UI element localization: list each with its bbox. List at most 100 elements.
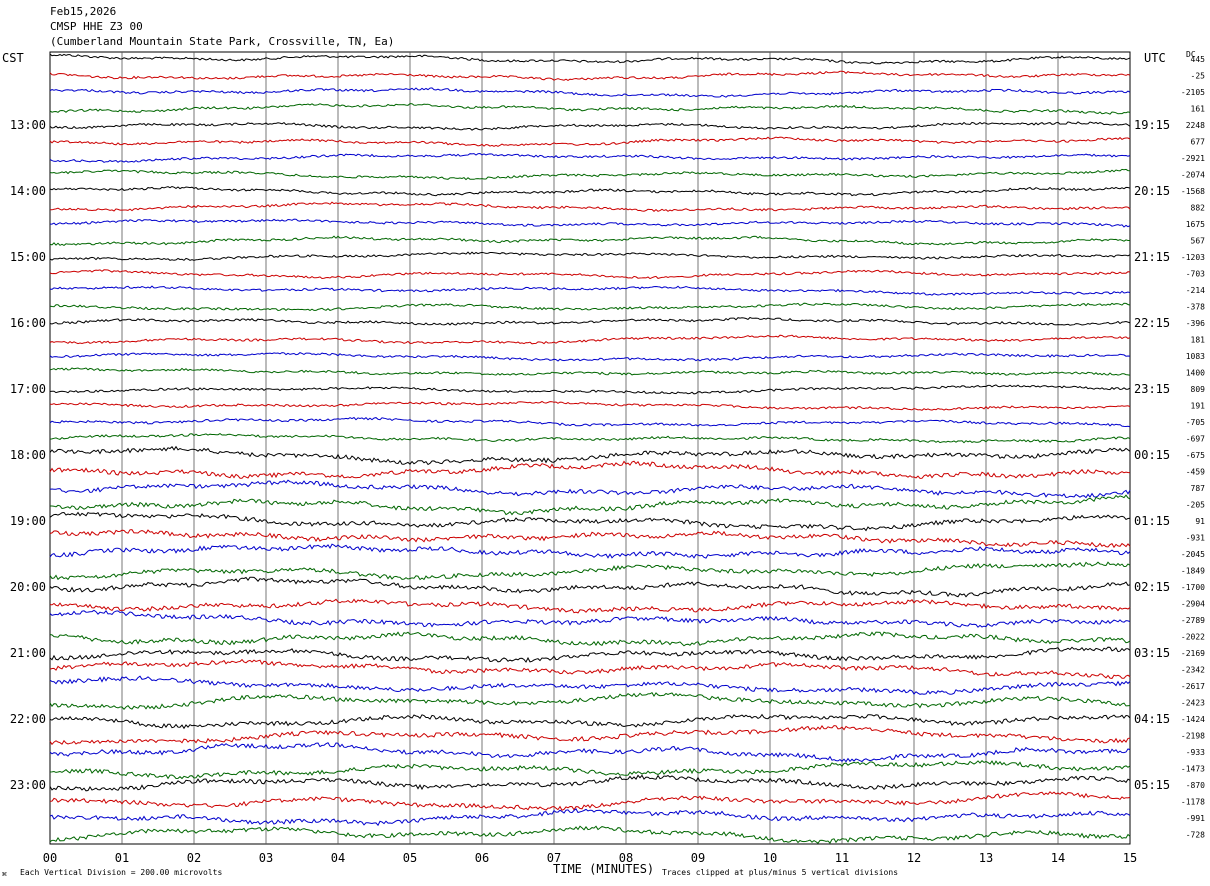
dc-label: DC: [1186, 50, 1196, 59]
trace-row: [49, 445, 1131, 466]
right-hour-labels: 19:15 20:15 21:15 22:15 23:15 00:15 01:15 02:15…: [1134, 118, 1170, 792]
dc-offset-label: -25: [1191, 72, 1206, 81]
trace-row: [49, 561, 1131, 581]
trace-row: [49, 235, 1130, 246]
dc-offset-label: -2022: [1181, 633, 1205, 642]
trace-row: [49, 808, 1131, 827]
trace-row: [49, 384, 1131, 395]
plot-frame: [49, 51, 1131, 845]
left-hour-label: 14:00: [10, 184, 46, 198]
dc-offset-label: -675: [1186, 451, 1205, 460]
scale-mark-icon: ⌘: [2, 870, 7, 879]
trace-row: [49, 316, 1131, 326]
dc-offset-label: -870: [1186, 781, 1205, 790]
dc-offset-label: -2617: [1181, 682, 1205, 691]
trace-row: [49, 725, 1131, 746]
trace-row: [49, 675, 1131, 695]
x-axis-label: TIME (MINUTES): [553, 862, 654, 876]
dc-offset-labels: 445 -25 -2105 161 2248 677 -2921 -2074 -1568 882 1…: [1181, 55, 1205, 840]
trace-row: [49, 152, 1131, 163]
trace-row: [49, 479, 1131, 499]
seismic-traces: [49, 53, 1131, 844]
left-hour-label: 20:00: [10, 580, 46, 594]
dc-offset-label: 191: [1191, 402, 1206, 411]
dc-offset-label: -2342: [1181, 666, 1205, 675]
right-hour-label: 02:15: [1134, 580, 1170, 594]
dc-offset-label: -396: [1186, 319, 1205, 328]
left-hour-label: 15:00: [10, 250, 46, 264]
dc-offset-label: -931: [1186, 534, 1205, 543]
trace-row: [50, 494, 1131, 516]
trace-row: [49, 529, 1131, 549]
trace-row: [49, 185, 1131, 197]
trace-row: [49, 609, 1131, 628]
x-tick-13: 13: [979, 851, 993, 865]
dc-offset-label: -378: [1186, 303, 1205, 312]
dc-offset-label: 809: [1191, 385, 1206, 394]
dc-offset-label: 1675: [1186, 220, 1205, 229]
header-date: Feb15,2026: [50, 5, 116, 18]
dc-offset-label: -2105: [1181, 88, 1205, 97]
dc-offset-label: -205: [1186, 501, 1205, 510]
trace-row: [49, 598, 1131, 614]
x-tick-00: 00: [43, 851, 57, 865]
left-hour-label: 21:00: [10, 646, 46, 660]
trace-row: [49, 334, 1131, 345]
right-hour-label: 19:15: [1134, 118, 1170, 132]
dc-offset-label: -214: [1186, 286, 1205, 295]
dc-offset-label: 181: [1191, 336, 1206, 345]
x-tick-06: 06: [475, 851, 489, 865]
right-hour-label: 21:15: [1134, 250, 1170, 264]
left-hour-label: 22:00: [10, 712, 46, 726]
header-location: (Cumberland Mountain State Park, Crossvi…: [50, 35, 394, 48]
x-tick-11: 11: [835, 851, 849, 865]
dc-offset-label: -2198: [1181, 732, 1205, 741]
trace-row: [49, 87, 1131, 98]
trace-row: [49, 576, 1131, 598]
trace-row: [49, 791, 1131, 811]
x-tick-08: 08: [619, 851, 633, 865]
dc-offset-label: -2074: [1181, 171, 1205, 180]
dc-offset-label: 677: [1191, 138, 1206, 147]
trace-row: [49, 121, 1131, 131]
trace-row: [49, 460, 1131, 479]
trace-row: [49, 269, 1131, 280]
dc-offset-label: 882: [1191, 204, 1206, 213]
x-tick-15: 15: [1123, 851, 1137, 865]
trace-row: [49, 400, 1131, 411]
dc-offset-label: -705: [1186, 418, 1205, 427]
dc-offset-label: -1473: [1181, 765, 1205, 774]
trace-row: [49, 774, 1131, 792]
x-tick-04: 04: [331, 851, 345, 865]
right-hour-label: 03:15: [1134, 646, 1170, 660]
footer-clip-note: Traces clipped at plus/minus 5 vertical …: [662, 868, 898, 877]
header-station: CMSP HHE Z3 00: [50, 20, 143, 33]
left-hour-label: 16:00: [10, 316, 46, 330]
trace-row: [49, 352, 1131, 362]
dc-offset-label: 445: [1191, 55, 1206, 64]
x-tick-12: 12: [907, 851, 921, 865]
right-hour-label: 00:15: [1134, 448, 1170, 462]
x-tick-05: 05: [403, 851, 417, 865]
dc-offset-label: -728: [1186, 831, 1205, 840]
right-hour-label: 01:15: [1134, 514, 1170, 528]
dc-offset-label: 787: [1191, 484, 1206, 493]
trace-row: [49, 433, 1131, 444]
trace-row: [49, 367, 1131, 376]
dc-offset-label: -2921: [1181, 154, 1205, 163]
dc-offset-label: -1424: [1181, 715, 1205, 724]
trace-row: [49, 201, 1131, 212]
left-hour-label: 23:00: [10, 778, 46, 792]
dc-offset-label: -2789: [1181, 616, 1205, 625]
dc-offset-label: 567: [1191, 237, 1206, 246]
trace-row: [49, 825, 1131, 844]
trace-row: [49, 302, 1131, 312]
left-hour-label: 18:00: [10, 448, 46, 462]
left-hour-labels: 13:00 14:00 15:00 16:00 17:00 18:00 19:00 20:00…: [10, 118, 46, 792]
dc-offset-label: 1083: [1186, 352, 1205, 361]
x-tick-07: 07: [547, 851, 561, 865]
x-tick-02: 02: [187, 851, 201, 865]
trace-row: [49, 103, 1131, 115]
dc-offset-label: 1400: [1186, 369, 1205, 378]
